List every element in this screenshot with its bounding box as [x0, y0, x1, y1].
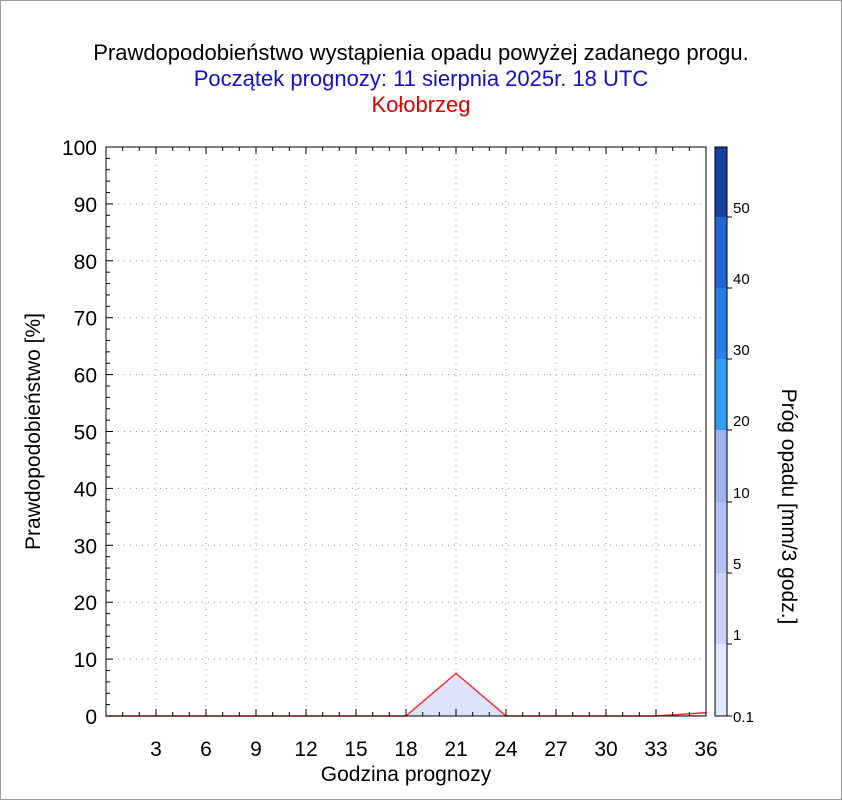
- colorbar-tick-label: 5: [733, 556, 741, 573]
- colorbar-tick-label: 10: [733, 485, 750, 502]
- chart-title: Prawdopodobieństwo wystąpienia opadu pow…: [93, 40, 749, 65]
- y-tick-label: 50: [74, 422, 97, 445]
- y-tick-label: 0: [85, 706, 97, 729]
- x-tick-label: 21: [444, 738, 467, 761]
- y-tick-label: 100: [62, 137, 97, 160]
- x-tick-label: 18: [394, 738, 417, 761]
- colorbar-tick-label: 30: [733, 342, 750, 359]
- x-axis-label: Godzina prognozy: [321, 763, 492, 786]
- x-tick-label: 6: [200, 738, 212, 761]
- colorbar: 0.1 1 5 10 20 30 40 50: [714, 146, 754, 726]
- colorbar-tick-label: 40: [733, 271, 750, 288]
- x-tick-label: 27: [544, 738, 567, 761]
- ticks-layer: 3 6 9 12 15 18 21 24 27 30 33 360102030405060708090…: [62, 137, 718, 761]
- colorbar-tick-label: 20: [733, 413, 750, 430]
- colorbar-segment: [715, 217, 727, 288]
- x-tick-label: 9: [250, 738, 262, 761]
- colorbar-segment: [715, 147, 727, 217]
- y-tick-label: 90: [74, 194, 97, 217]
- colorbar-segment: [715, 288, 727, 359]
- x-tick-label: 24: [494, 738, 518, 761]
- x-tick-label: 12: [294, 738, 317, 761]
- x-tick-label: 33: [644, 738, 667, 761]
- colorbar-segment: [715, 359, 727, 430]
- colorbar-label: Próg opadu [mm/3 godz.]: [777, 389, 800, 625]
- colorbar-border: [714, 146, 728, 717]
- x-tick-label: 30: [594, 738, 617, 761]
- x-tick-label: 15: [344, 738, 367, 761]
- colorbar-segment: [715, 430, 727, 502]
- y-tick-label: 40: [74, 478, 97, 501]
- y-tick-label: 80: [74, 251, 97, 274]
- colorbar-tick-label: 50: [733, 200, 750, 217]
- station-name: Kołobrzeg: [371, 92, 471, 117]
- x-tick-label: 36: [694, 738, 717, 761]
- data-point: [455, 672, 457, 675]
- grid-lines: [106, 147, 706, 716]
- y-tick-label: 10: [74, 649, 97, 672]
- x-tick-label: 3: [150, 738, 162, 761]
- y-tick-label: 30: [74, 535, 97, 558]
- y-tick-label: 60: [74, 365, 97, 388]
- y-axis-label: Prawdopodobieństwo [%]: [22, 313, 45, 550]
- y-tick-label: 20: [74, 592, 97, 615]
- colorbar-segment: [715, 573, 727, 644]
- colorbar-segment: [715, 644, 727, 716]
- colorbar-segment: [715, 502, 727, 573]
- colorbar-tick-label: 1: [733, 627, 741, 644]
- y-tick-label: 70: [74, 308, 97, 331]
- chart-subtitle: Początek prognozy: 11 sierpnia 2025r. 18…: [193, 66, 649, 91]
- colorbar-tick-label: 0.1: [733, 709, 754, 726]
